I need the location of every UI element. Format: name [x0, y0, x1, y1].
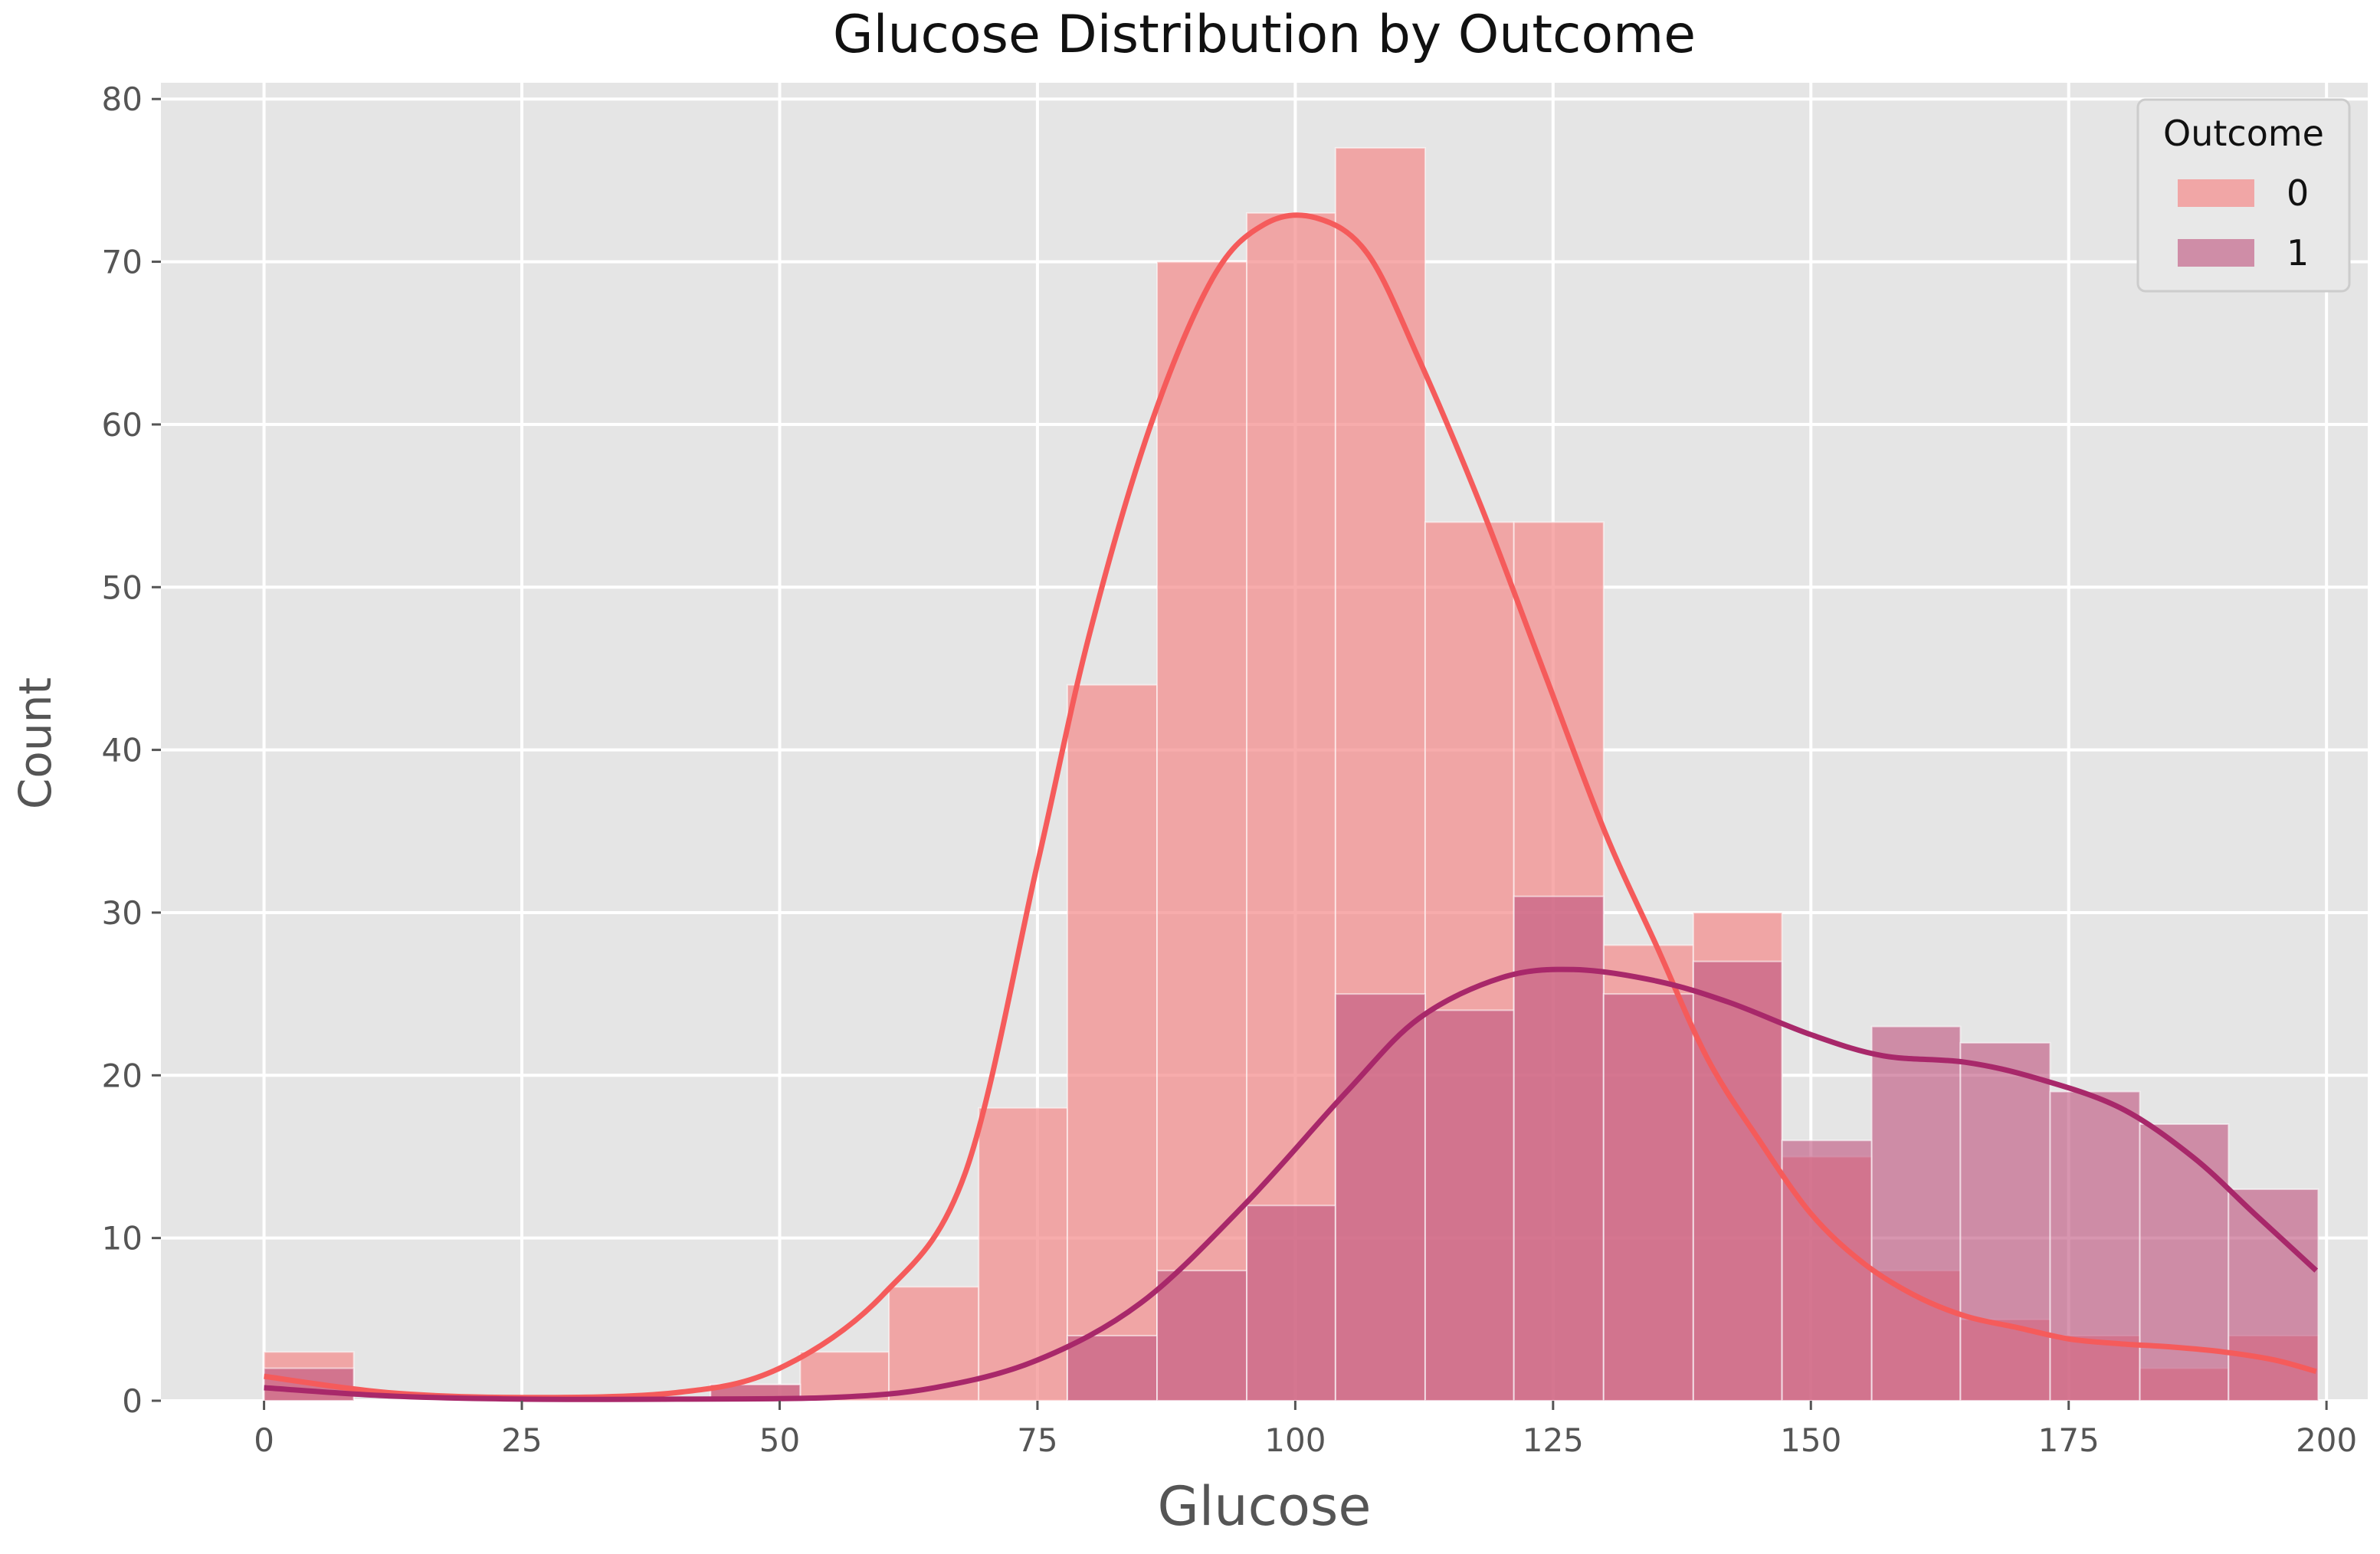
legend-title: Outcome	[2163, 113, 2324, 154]
x-tick-label: 175	[2038, 1421, 2100, 1459]
histogram-bar-outcome-1	[1334, 993, 1426, 1402]
kde-curves	[264, 212, 2319, 1402]
histogram-bar-outcome-1	[2049, 1090, 2141, 1402]
y-tick-label: 30	[102, 894, 143, 932]
histogram-bar-outcome-1	[1602, 993, 1694, 1402]
histogram-bar-outcome-1	[1424, 1009, 1515, 1402]
histogram-bars	[263, 146, 2319, 1402]
y-tick-label: 60	[102, 406, 143, 444]
y-tick-label: 70	[102, 244, 143, 281]
histogram-bar-outcome-0	[1156, 261, 1248, 1402]
histogram-bar-outcome-1	[1156, 1270, 1248, 1402]
legend-swatch-outcome-0	[2178, 179, 2254, 207]
x-tick-label: 100	[1264, 1421, 1326, 1459]
x-tick-label: 75	[1017, 1421, 1057, 1459]
x-tick-label: 125	[1523, 1421, 1584, 1459]
histogram-bar-outcome-0	[1246, 211, 1336, 1402]
y-tick-label: 50	[102, 569, 143, 606]
legend-swatch-outcome-1	[2178, 239, 2254, 267]
histogram-bar-outcome-1	[1870, 1025, 1962, 1402]
histogram-bar-outcome-0	[1066, 684, 1159, 1402]
histogram-bar-outcome-1	[1246, 1205, 1336, 1402]
legend-label-outcome-1: 1	[2287, 232, 2309, 274]
kde-curve-outcome-0	[264, 212, 2317, 1401]
chart-title: Glucose Distribution by Outcome	[833, 5, 1696, 65]
x-tick-label: 50	[759, 1421, 800, 1459]
histogram-bar-outcome-1	[1959, 1041, 2051, 1402]
legend-label-outcome-0: 0	[2287, 172, 2309, 214]
legend: Outcome 0 1	[2136, 98, 2351, 293]
histogram-bar-outcome-1	[1692, 960, 1783, 1402]
x-tick-label: 150	[1780, 1421, 1841, 1459]
histogram-bar-outcome-0	[978, 1106, 1068, 1402]
x-tick-label: 200	[2296, 1421, 2357, 1459]
x-axis-label: Glucose	[1158, 1475, 1372, 1538]
histogram-bar-outcome-1	[1781, 1139, 1873, 1402]
y-tick-label: 0	[122, 1382, 143, 1420]
y-tick-label: 40	[102, 732, 143, 769]
y-tick-label: 80	[102, 80, 143, 118]
x-tick-label: 0	[254, 1421, 274, 1459]
y-axis-label: Count	[9, 677, 61, 809]
y-tick-label: 20	[102, 1057, 143, 1094]
kde-curve-outcome-1	[264, 966, 2319, 1402]
y-tick-label: 10	[102, 1220, 143, 1257]
histogram-bar-outcome-1	[1513, 895, 1605, 1402]
histogram-bar-outcome-1	[1066, 1335, 1159, 1402]
histogram-bar-outcome-1	[2139, 1123, 2230, 1402]
x-tick-label: 25	[501, 1421, 542, 1459]
